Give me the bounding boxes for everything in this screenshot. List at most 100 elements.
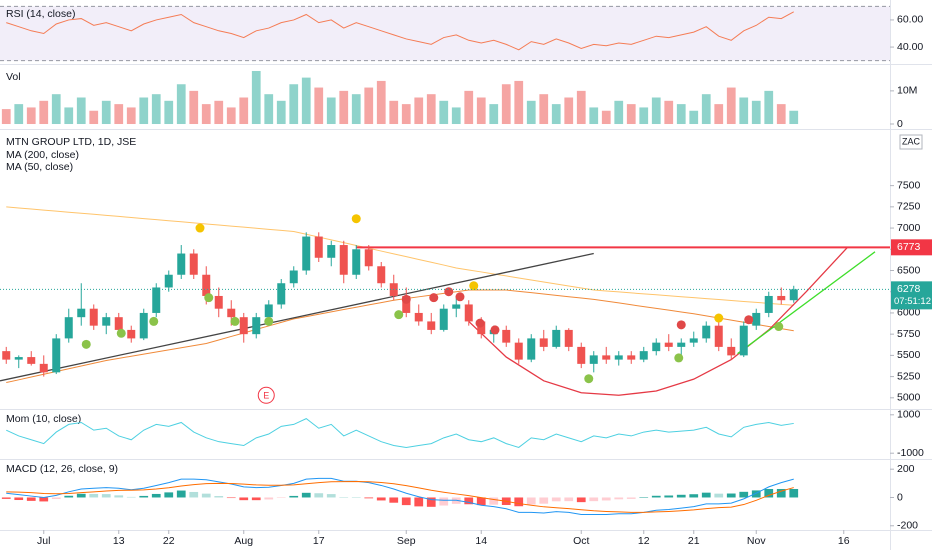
candle-body (539, 338, 548, 347)
candle-body (764, 295, 773, 313)
histogram-bar (751, 490, 761, 498)
candle-body (364, 249, 373, 267)
x-tick-label: 16 (838, 535, 850, 547)
signal-dot (744, 315, 754, 325)
histogram-bar (526, 497, 536, 505)
y-tick-label: -1000 (897, 447, 924, 459)
x-tick-label: Sep (397, 535, 416, 547)
x-tick-label: 17 (313, 535, 325, 547)
histogram-bar (614, 497, 624, 500)
signal-dot (490, 325, 500, 335)
candle-body (402, 295, 411, 313)
candle-body (652, 342, 661, 352)
histogram-bar (426, 497, 436, 507)
histogram-bar (114, 495, 124, 498)
x-tick-label: 13 (113, 535, 125, 547)
histogram-bar (464, 497, 474, 505)
volume-bar (126, 107, 136, 125)
histogram-bar (376, 497, 386, 501)
volume-bar (639, 107, 649, 125)
volume-bar (726, 87, 736, 125)
currency-box (899, 134, 923, 150)
histogram-bar (576, 497, 586, 503)
x-tick-label: 22 (163, 535, 175, 547)
histogram-bar (764, 488, 774, 498)
y-tick-label: 7000 (897, 222, 921, 234)
volume-bar (664, 100, 674, 125)
volume-bar (514, 80, 524, 125)
candle-body (314, 236, 323, 258)
candle-body (527, 338, 536, 360)
volume-bar (676, 104, 686, 125)
candle-body (239, 317, 248, 335)
last-price-tag (891, 281, 932, 310)
moving-average (6, 289, 794, 384)
event-label: E (263, 391, 269, 401)
volume-bar (476, 97, 486, 125)
signal-dot (204, 293, 214, 303)
histogram-bar (314, 493, 324, 498)
histogram-bar (389, 497, 399, 503)
candle-body (164, 274, 173, 288)
histogram-bar (689, 494, 699, 498)
volume-bar (364, 87, 374, 125)
x-tick-label: 12 (638, 535, 650, 547)
candle-body (564, 329, 573, 347)
candle-body (227, 308, 236, 318)
candle-body (102, 317, 111, 326)
volume-bar (789, 110, 799, 125)
histogram-bar (326, 494, 336, 498)
volume-bar (201, 104, 211, 125)
volume-bar (589, 107, 599, 125)
histogram-bar (639, 497, 649, 498)
candle-body (289, 270, 298, 284)
histogram-bar (51, 497, 61, 500)
histogram-bar (414, 497, 424, 507)
candle-body (464, 304, 473, 322)
candle-body (152, 287, 161, 313)
candle-body (52, 338, 61, 373)
y-tick-label: 0 (897, 118, 903, 130)
signal-dot (401, 294, 411, 304)
histogram-bar (401, 497, 411, 506)
histogram-bar (14, 497, 24, 501)
candle-body (789, 289, 798, 301)
volume-bar (1, 109, 11, 125)
signal-dot (429, 293, 439, 303)
volume-bar (164, 100, 174, 125)
candle-body (477, 321, 486, 335)
volume-bar (689, 110, 699, 125)
volume-bar (551, 104, 561, 125)
histogram-bar (589, 497, 599, 502)
volume-bar (176, 84, 186, 125)
volume-bar (701, 94, 711, 125)
countdown: 07:51:12 (894, 296, 931, 307)
histogram-bar (701, 492, 711, 498)
signal-dot (149, 316, 159, 326)
candle-body (277, 283, 286, 305)
volume-bar (426, 94, 436, 125)
volume-bar (64, 107, 74, 125)
y-tick-label: 5250 (897, 370, 921, 382)
rsi-band (0, 6, 890, 61)
volume-bar (89, 110, 99, 125)
histogram-bar (151, 493, 161, 498)
signal-dot (394, 310, 404, 320)
y-tick-label: 200 (897, 463, 915, 475)
y-tick-label: -200 (897, 520, 918, 532)
histogram-bar (601, 497, 611, 501)
level-tag (891, 239, 932, 256)
histogram-bar (439, 497, 449, 506)
y-tick-label: 6000 (897, 307, 921, 319)
volume-bar (39, 100, 49, 125)
histogram-bar (226, 497, 236, 499)
volume-bar (251, 70, 261, 125)
x-tick-label: Nov (747, 535, 766, 547)
signal-dot (81, 339, 91, 349)
candle-body (127, 329, 136, 339)
histogram-bar (89, 493, 99, 498)
candle-body (639, 351, 648, 360)
histogram-bar (626, 497, 636, 499)
histogram-bar (189, 491, 199, 498)
